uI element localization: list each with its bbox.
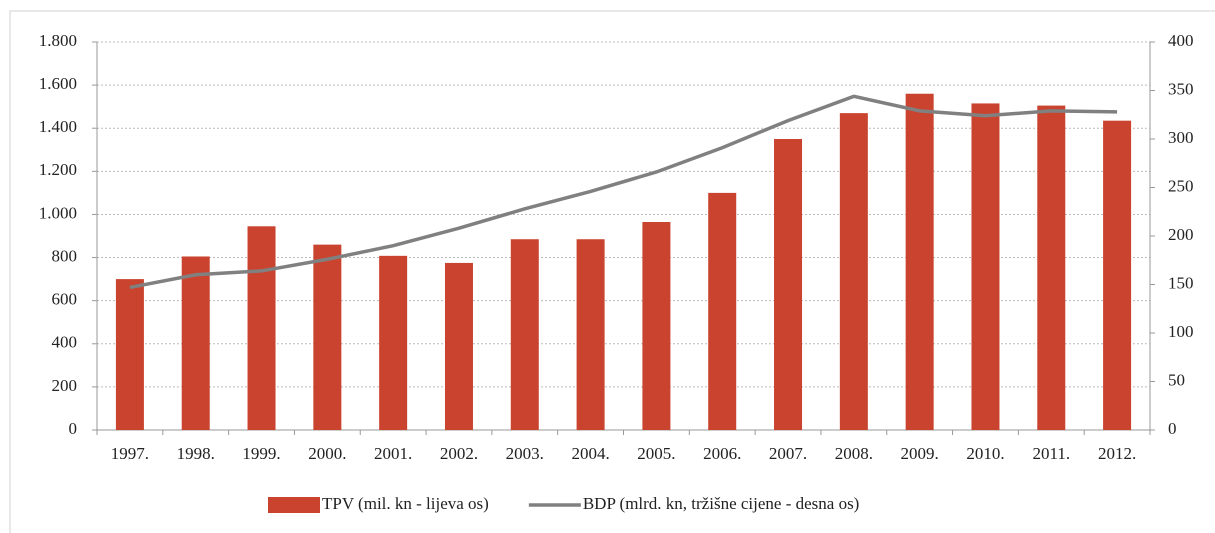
x-tick-label: 2009.	[901, 444, 939, 463]
x-tick-label: 2003.	[506, 444, 544, 463]
x-tick-label: 2001.	[374, 444, 412, 463]
y2-tick-label: 400	[1168, 31, 1194, 50]
x-tick-label: 2008.	[835, 444, 873, 463]
bar	[115, 279, 144, 430]
x-tick-label: 2004.	[571, 444, 609, 463]
y-tick-label: 1.800	[39, 31, 77, 50]
legend-swatch	[268, 497, 320, 513]
x-tick-label: 2002.	[440, 444, 478, 463]
x-tick-label: 2011.	[1032, 444, 1070, 463]
y-tick-label: 0	[69, 419, 78, 438]
x-tick-label: 2006.	[703, 444, 741, 463]
y-tick-label: 400	[52, 333, 78, 352]
y2-tick-label: 350	[1168, 79, 1194, 98]
x-tick-label: 1998.	[177, 444, 215, 463]
y-tick-label: 1.600	[39, 74, 77, 93]
y2-tick-label: 100	[1168, 322, 1194, 341]
bar	[905, 93, 934, 430]
y2-tick-label: 150	[1168, 273, 1194, 292]
bar	[774, 139, 803, 430]
x-tick-label: 2007.	[769, 444, 807, 463]
y-tick-label: 1.200	[39, 160, 77, 179]
legend-label: BDP (mlrd. kn, tržišne cijene - desna os…	[583, 494, 860, 513]
bar	[642, 221, 671, 430]
bar	[247, 226, 276, 430]
y-tick-label: 200	[52, 376, 78, 395]
y2-tick-label: 200	[1168, 225, 1194, 244]
bar	[1103, 120, 1132, 430]
x-tick-label: 2012.	[1098, 444, 1136, 463]
x-tick-label: 2005.	[637, 444, 675, 463]
y-tick-label: 800	[52, 246, 78, 265]
bar	[444, 262, 473, 430]
bar	[510, 239, 539, 430]
line	[129, 94, 1118, 290]
bar	[839, 113, 868, 430]
chart-frame	[9, 10, 1215, 533]
x-tick-label: 1997.	[111, 444, 149, 463]
bar	[708, 192, 737, 430]
bar	[379, 255, 408, 430]
y-tick-label: 1.400	[39, 117, 77, 136]
x-tick-label: 2010.	[966, 444, 1004, 463]
bar	[971, 103, 1000, 430]
y-tick-label: 1.000	[39, 203, 77, 222]
x-tick-label: 2000.	[308, 444, 346, 463]
bar	[576, 239, 605, 430]
y2-tick-label: 50	[1168, 370, 1185, 389]
y2-tick-label: 250	[1168, 176, 1194, 195]
x-tick-label: 1999.	[242, 444, 280, 463]
bar	[313, 244, 342, 430]
bar	[1037, 105, 1066, 430]
y-tick-label: 600	[52, 290, 78, 309]
bar	[181, 256, 210, 430]
y2-tick-label: 0	[1168, 419, 1177, 438]
y2-tick-label: 300	[1168, 128, 1194, 147]
legend-label: TPV (mil. kn - lijeva os)	[322, 494, 489, 513]
